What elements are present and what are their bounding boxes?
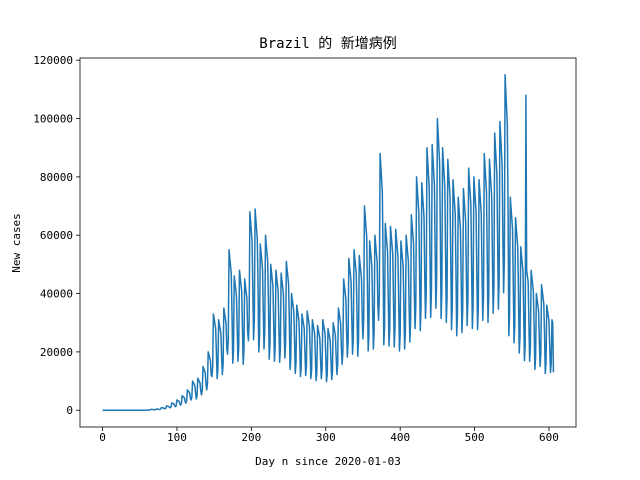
y-tick-label: 0 xyxy=(66,404,73,417)
y-tick-label: 60000 xyxy=(40,229,73,242)
x-tick-label: 0 xyxy=(99,431,106,444)
data-line xyxy=(102,74,555,411)
chart-title: Brazil 的 新增病例 xyxy=(259,36,396,52)
x-tick-label: 500 xyxy=(465,431,485,444)
x-tick-label: 100 xyxy=(167,431,187,444)
x-tick-label: 300 xyxy=(316,431,336,444)
y-axis-label: New cases xyxy=(10,213,23,273)
x-tick-label: 400 xyxy=(390,431,410,444)
y-tick-label: 40000 xyxy=(40,288,73,301)
y-tick-label: 20000 xyxy=(40,346,73,359)
x-axis-label: Day n since 2020-01-03 xyxy=(255,455,401,468)
x-tick-label: 200 xyxy=(241,431,261,444)
y-tick-label: 100000 xyxy=(33,113,73,126)
x-tick-label: 600 xyxy=(539,431,559,444)
plot-area xyxy=(102,74,555,411)
axes-frame xyxy=(79,57,577,428)
y-tick-label: 120000 xyxy=(33,54,73,67)
y-tick-label: 80000 xyxy=(40,171,73,184)
